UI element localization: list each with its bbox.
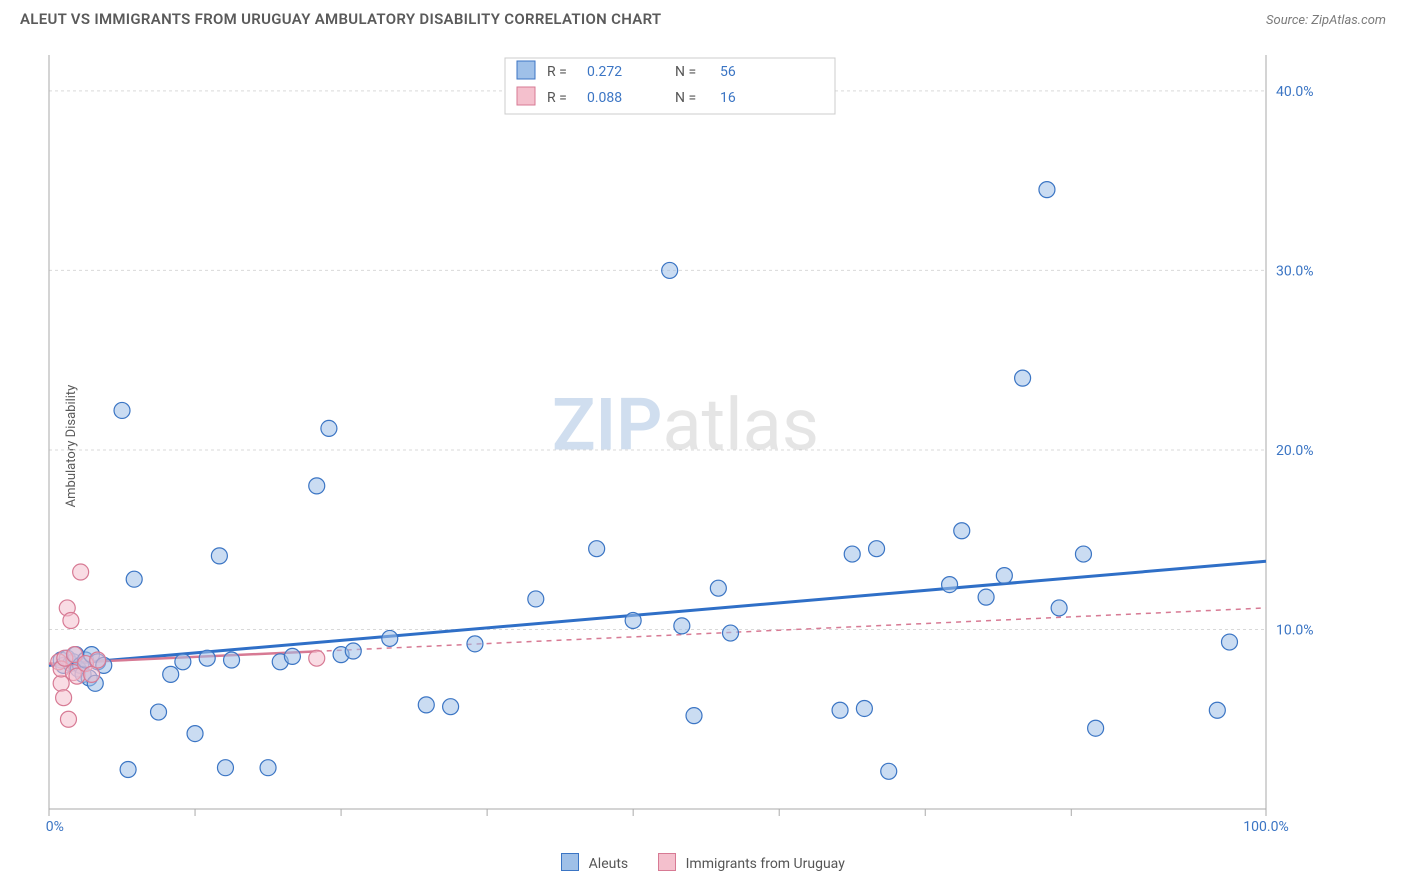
data-point bbox=[309, 478, 325, 494]
data-point bbox=[418, 697, 434, 713]
data-point bbox=[954, 523, 970, 539]
data-point bbox=[73, 564, 89, 580]
header: ALEUT VS IMMIGRANTS FROM URUGUAY AMBULAT… bbox=[0, 0, 1406, 36]
legend-label-uruguay: Immigrants from Uruguay bbox=[686, 856, 845, 872]
data-point bbox=[1015, 370, 1031, 386]
data-point bbox=[163, 666, 179, 682]
legend-n-label: N = bbox=[675, 64, 696, 80]
legend-r-value: 0.088 bbox=[587, 90, 622, 106]
chart-area: 10.0% 20.0% 30.0% 40.0% 0.0% 100.0% R = 0.272 N … bbox=[45, 45, 1326, 837]
data-point bbox=[942, 577, 958, 593]
data-point bbox=[1051, 600, 1067, 616]
data-point bbox=[710, 580, 726, 596]
data-point bbox=[1039, 182, 1055, 198]
data-point bbox=[674, 618, 690, 634]
data-point bbox=[832, 702, 848, 718]
data-point bbox=[56, 690, 72, 706]
data-point bbox=[345, 643, 361, 659]
data-point bbox=[63, 613, 79, 629]
data-point bbox=[284, 648, 300, 664]
scatter-chart: 10.0% 20.0% 30.0% 40.0% 0.0% 100.0% R = 0.272 N … bbox=[45, 45, 1326, 837]
data-point bbox=[856, 700, 872, 716]
data-point bbox=[996, 568, 1012, 584]
data-point bbox=[224, 652, 240, 668]
data-point bbox=[869, 541, 885, 557]
legend-r-value: 0.272 bbox=[587, 64, 622, 80]
source-label: Source: ZipAtlas.com bbox=[1266, 13, 1386, 28]
data-point bbox=[662, 262, 678, 278]
data-point bbox=[120, 762, 136, 778]
y-tick-label: 40.0% bbox=[1276, 84, 1314, 100]
y-tick-label: 20.0% bbox=[1276, 443, 1314, 459]
legend-item-uruguay: Immigrants from Uruguay bbox=[658, 853, 845, 872]
data-point bbox=[211, 548, 227, 564]
data-point bbox=[1075, 546, 1091, 562]
data-point bbox=[309, 650, 325, 666]
data-point bbox=[978, 589, 994, 605]
data-point bbox=[260, 760, 276, 776]
data-point bbox=[126, 571, 142, 587]
data-point bbox=[84, 666, 100, 682]
legend-swatch bbox=[517, 61, 535, 79]
data-point bbox=[60, 711, 76, 727]
data-point bbox=[723, 625, 739, 641]
data-point bbox=[114, 402, 130, 418]
data-point bbox=[881, 763, 897, 779]
legend-swatch-aleuts bbox=[561, 853, 579, 871]
data-point bbox=[217, 760, 233, 776]
legend-r-label: R = bbox=[547, 90, 567, 106]
data-point bbox=[382, 630, 398, 646]
data-point bbox=[187, 726, 203, 742]
data-point bbox=[528, 591, 544, 607]
data-point bbox=[151, 704, 167, 720]
legend-swatch bbox=[517, 87, 535, 105]
data-point bbox=[625, 613, 641, 629]
chart-title: ALEUT VS IMMIGRANTS FROM URUGUAY AMBULAT… bbox=[20, 10, 661, 28]
data-point bbox=[321, 420, 337, 436]
trend-line bbox=[49, 561, 1266, 665]
bottom-legend: Aleuts Immigrants from Uruguay bbox=[0, 853, 1406, 872]
data-point bbox=[589, 541, 605, 557]
legend-n-label: N = bbox=[675, 90, 696, 106]
legend-swatch-uruguay bbox=[658, 853, 676, 871]
legend-r-label: R = bbox=[547, 64, 567, 80]
data-point bbox=[1088, 720, 1104, 736]
data-point bbox=[199, 650, 215, 666]
legend-item-aleuts: Aleuts bbox=[561, 853, 628, 872]
data-point bbox=[467, 636, 483, 652]
data-point bbox=[686, 708, 702, 724]
data-point bbox=[844, 546, 860, 562]
y-tick-label: 30.0% bbox=[1276, 263, 1314, 279]
data-point bbox=[443, 699, 459, 715]
legend-n-value: 16 bbox=[720, 90, 736, 106]
legend-n-value: 56 bbox=[720, 64, 736, 80]
x-tick-label: 0.0% bbox=[45, 819, 64, 835]
data-point bbox=[1209, 702, 1225, 718]
data-point bbox=[175, 654, 191, 670]
data-point bbox=[1221, 634, 1237, 650]
x-tick-label: 100.0% bbox=[1243, 819, 1288, 835]
legend-label-aleuts: Aleuts bbox=[589, 856, 628, 872]
y-tick-label: 10.0% bbox=[1276, 622, 1314, 638]
data-point bbox=[90, 652, 106, 668]
